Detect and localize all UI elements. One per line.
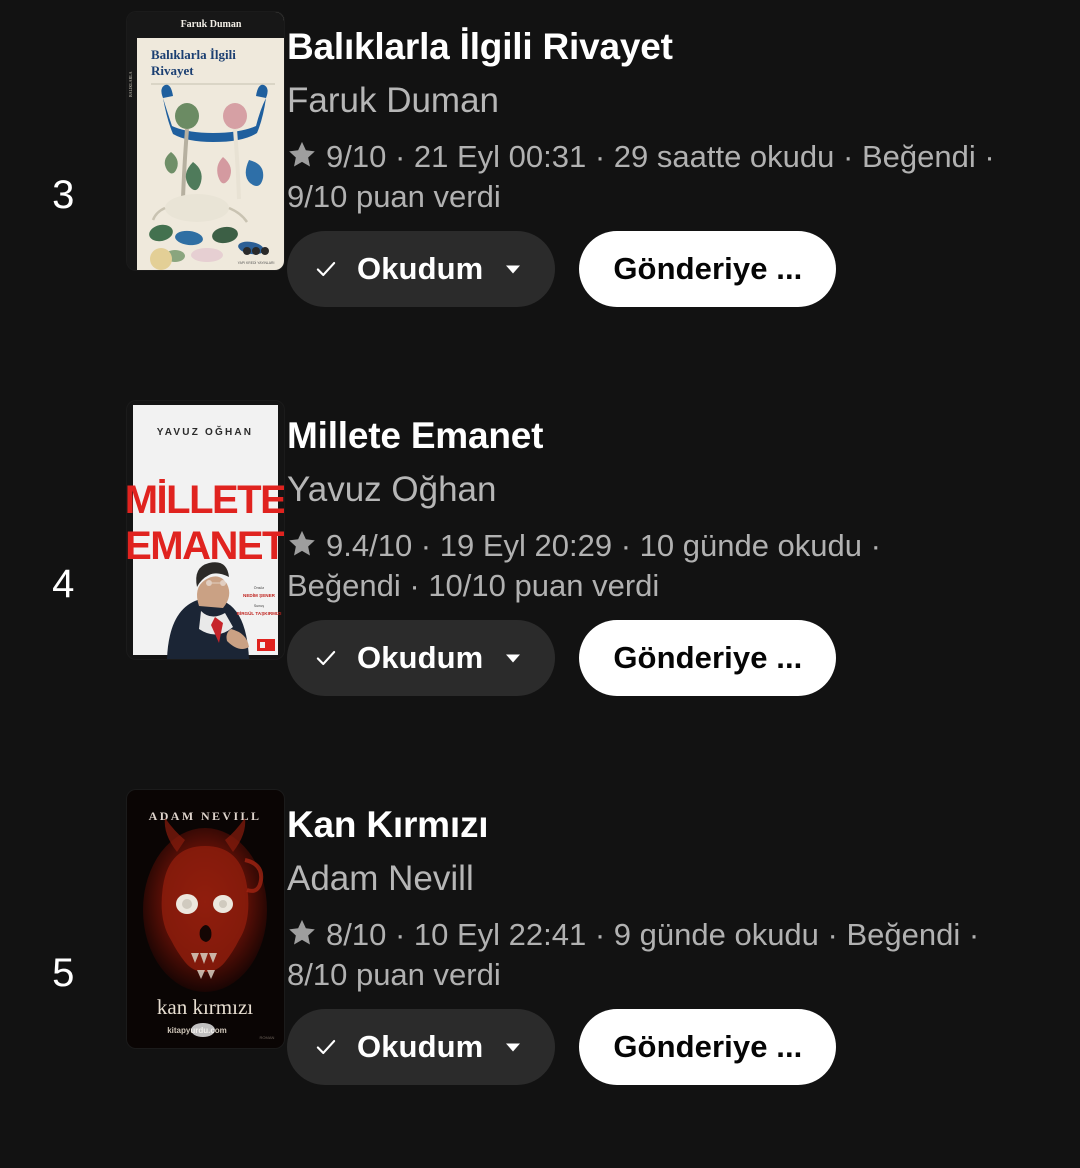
book-meta-text: 9.4/10 · 19 Eyl 20:29 · 10 günde okudu ·… [287, 527, 881, 603]
info-cell: Millete Emanet Yavuz Oğhan 9.4/10 · 19 E… [287, 389, 1080, 697]
svg-text:YAVUZ OĞHAN: YAVUZ OĞHAN [157, 425, 253, 438]
book-list-item[interactable]: 4 YAVUZ OĞHAN MİLLETE EMANET [0, 389, 1080, 778]
check-icon [313, 1034, 339, 1060]
svg-text:Önsöz: Önsöz [254, 586, 265, 590]
rank-number: 4 [52, 561, 75, 606]
status-dropdown-button[interactable]: Okudum [287, 1009, 556, 1086]
rank-cell: 3 [0, 0, 127, 389]
rank-number: 5 [52, 950, 75, 995]
share-label: Gönderiye ... [613, 1029, 803, 1065]
svg-text:ADAM NEVILL: ADAM NEVILL [149, 809, 262, 823]
rank-cell: 5 [0, 778, 127, 1167]
share-to-post-button[interactable]: Gönderiye ... [579, 1009, 837, 1086]
status-label: Okudum [357, 251, 484, 287]
book-author[interactable]: Faruk Duman [287, 81, 500, 121]
book-author[interactable]: Yavuz Oğhan [287, 470, 497, 510]
book-meta-text: 8/10 · 10 Eyl 22:41 · 9 günde okudu · Be… [287, 916, 980, 992]
book-list-item[interactable]: 3 Faruk Duman BALIKLARLA Balıklarla İlgi… [0, 0, 1080, 389]
book-meta: 9/10 · 21 Eyl 00:31 · 29 saatte okudu · … [287, 137, 1002, 218]
cover-millete-emanet[interactable]: YAVUZ OĞHAN MİLLETE EMANET Önsö [127, 401, 284, 659]
book-title[interactable]: Millete Emanet [287, 415, 544, 456]
svg-text:kan kırmızı: kan kırmızı [157, 995, 253, 1019]
book-author[interactable]: Adam Nevill [287, 859, 474, 899]
book-meta: 8/10 · 10 Eyl 22:41 · 9 günde okudu · Be… [287, 915, 1002, 996]
svg-text:BALIKLARLA: BALIKLARLA [128, 71, 133, 97]
svg-text:ROMAN: ROMAN [260, 1035, 275, 1040]
check-icon [313, 645, 339, 671]
check-icon [313, 256, 339, 282]
cover-kan-kirmizi[interactable]: ADAM NEVILL [127, 790, 284, 1048]
status-label: Okudum [357, 1029, 484, 1065]
chevron-down-icon [501, 257, 525, 281]
star-icon [287, 918, 317, 947]
share-to-post-button[interactable]: Gönderiye ... [579, 620, 837, 697]
rank-cell: 4 [0, 389, 127, 778]
cover-baliklarla-ilgili-rivayet[interactable]: Faruk Duman BALIKLARLA Balıklarla İlgili… [127, 12, 284, 270]
chevron-down-icon [501, 646, 525, 670]
book-meta: 9.4/10 · 19 Eyl 20:29 · 10 günde okudu ·… [287, 526, 1002, 607]
book-list-item[interactable]: 5 ADAM NEVILL [0, 778, 1080, 1167]
status-dropdown-button[interactable]: Okudum [287, 620, 556, 697]
svg-text:NEDİM ŞENER: NEDİM ŞENER [243, 592, 276, 598]
info-cell: Kan Kırmızı Adam Nevill 8/10 · 10 Eyl 22… [287, 778, 1080, 1086]
book-title[interactable]: Kan Kırmızı [287, 804, 489, 845]
cover-cell[interactable]: YAVUZ OĞHAN MİLLETE EMANET Önsö [127, 389, 287, 659]
rank-number: 3 [52, 172, 75, 217]
book-meta-text: 9/10 · 21 Eyl 00:31 · 29 saatte okudu · … [287, 138, 995, 214]
cover-cell[interactable]: Faruk Duman BALIKLARLA Balıklarla İlgili… [127, 0, 287, 270]
svg-text:Faruk Duman: Faruk Duman [181, 19, 242, 30]
svg-text:Rivayet: Rivayet [151, 63, 194, 78]
action-row: Okudum Gönderiye ... [287, 231, 1062, 308]
svg-text:Balıklarla İlgili: Balıklarla İlgili [151, 47, 236, 62]
chevron-down-icon [501, 1035, 525, 1059]
status-label: Okudum [357, 640, 484, 676]
share-label: Gönderiye ... [613, 251, 803, 287]
share-to-post-button[interactable]: Gönderiye ... [579, 231, 837, 308]
book-title[interactable]: Balıklarla İlgili Rivayet [287, 26, 673, 67]
svg-text:BİRGÜL TAŞKIRMIZI: BİRGÜL TAŞKIRMIZI [237, 610, 282, 616]
svg-text:EMANET: EMANET [127, 524, 284, 568]
share-label: Gönderiye ... [613, 640, 803, 676]
info-cell: Balıklarla İlgili Rivayet Faruk Duman 9/… [287, 0, 1080, 308]
action-row: Okudum Gönderiye ... [287, 620, 1062, 697]
svg-text:YAPI KREDİ YAYINLARI: YAPI KREDİ YAYINLARI [238, 260, 275, 265]
status-dropdown-button[interactable]: Okudum [287, 231, 556, 308]
cover-cell[interactable]: ADAM NEVILL [127, 778, 287, 1048]
svg-text:MİLLETE: MİLLETE [127, 478, 284, 522]
action-row: Okudum Gönderiye ... [287, 1009, 1062, 1086]
star-icon [287, 140, 317, 169]
star-icon [287, 529, 317, 558]
svg-text:Sunuş: Sunuş [254, 604, 264, 608]
